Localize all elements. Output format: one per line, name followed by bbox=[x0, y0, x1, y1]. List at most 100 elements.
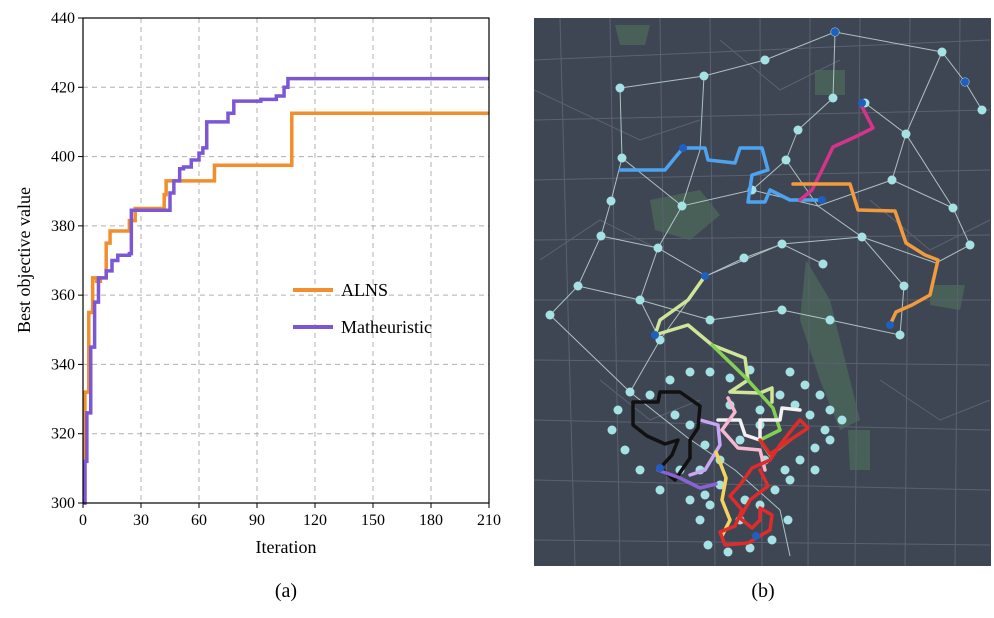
map-node bbox=[857, 232, 867, 242]
map-hub bbox=[818, 196, 826, 204]
map-node bbox=[767, 535, 777, 545]
x-tick-label: 120 bbox=[303, 512, 327, 529]
map-node bbox=[895, 330, 905, 340]
map-node bbox=[699, 71, 709, 81]
map-hub bbox=[858, 99, 866, 107]
map-node bbox=[685, 420, 695, 430]
map-node bbox=[825, 435, 835, 445]
route-lavender bbox=[688, 418, 722, 477]
map-node bbox=[781, 155, 791, 165]
y-tick-label: 320 bbox=[51, 426, 75, 443]
map-node bbox=[820, 425, 830, 435]
map-node bbox=[613, 405, 623, 415]
map-node bbox=[828, 93, 838, 103]
map-node bbox=[815, 390, 825, 400]
map-node bbox=[705, 367, 715, 377]
map-node bbox=[770, 485, 780, 495]
map-node bbox=[620, 445, 630, 455]
map-hub bbox=[831, 28, 839, 36]
map-node bbox=[810, 465, 820, 475]
y-tick-label: 360 bbox=[51, 287, 75, 304]
map-node bbox=[777, 239, 787, 249]
map-node bbox=[596, 231, 606, 241]
map-node bbox=[665, 375, 675, 385]
map-hub bbox=[656, 464, 664, 472]
map-node bbox=[965, 240, 975, 250]
map-node bbox=[755, 405, 765, 415]
route-yellow bbox=[714, 450, 732, 538]
x-tick-label: 60 bbox=[191, 512, 207, 529]
map-hub bbox=[961, 78, 969, 86]
map-hub bbox=[886, 321, 894, 329]
series-line-matheuristic bbox=[83, 76, 489, 505]
map-node bbox=[545, 310, 555, 320]
series-line-alns bbox=[83, 111, 489, 505]
y-tick-label: 400 bbox=[51, 149, 75, 166]
map-node bbox=[607, 425, 617, 435]
route-magenta bbox=[798, 101, 875, 202]
map-node bbox=[837, 415, 847, 425]
map-routes bbox=[618, 101, 940, 547]
map-node bbox=[760, 55, 770, 65]
map-node bbox=[777, 305, 787, 315]
x-tick-label: 180 bbox=[419, 512, 443, 529]
route-map: (b) bbox=[534, 18, 991, 602]
map-node bbox=[745, 543, 755, 553]
y-tick-label: 300 bbox=[51, 495, 75, 512]
map-node bbox=[723, 547, 733, 557]
chart-series bbox=[83, 76, 489, 505]
map-node bbox=[695, 515, 705, 525]
map-node bbox=[700, 440, 710, 450]
map-nodes bbox=[545, 27, 987, 557]
map-node bbox=[790, 400, 800, 410]
map-node bbox=[783, 515, 793, 525]
map-node bbox=[887, 175, 897, 185]
map-node bbox=[785, 475, 795, 485]
map-node bbox=[705, 315, 715, 325]
map-node bbox=[703, 540, 713, 550]
map-node bbox=[755, 500, 765, 510]
y-tick-label: 440 bbox=[51, 10, 75, 27]
map-node bbox=[780, 465, 790, 475]
map-node bbox=[685, 367, 695, 377]
x-tick-label: 210 bbox=[477, 512, 501, 529]
map-node bbox=[818, 259, 828, 269]
map-node bbox=[670, 410, 680, 420]
map-node bbox=[677, 201, 687, 211]
map-node bbox=[573, 281, 583, 291]
map-hub bbox=[752, 532, 760, 540]
y-axis-ticks: 300 320 340 360 380 400 420 440 bbox=[51, 10, 83, 512]
route-light-blue bbox=[618, 146, 824, 204]
map-node bbox=[977, 105, 987, 115]
route-purple bbox=[656, 468, 718, 490]
caption-a: (a) bbox=[275, 580, 297, 602]
map-hubs bbox=[651, 28, 969, 540]
map-node bbox=[625, 387, 635, 397]
map-node bbox=[705, 500, 715, 510]
x-axis-label: Iteration bbox=[256, 537, 317, 557]
map-node bbox=[899, 281, 909, 291]
y-tick-label: 380 bbox=[51, 218, 75, 235]
map-node bbox=[655, 485, 665, 495]
x-axis-ticks: 0 30 60 90 120 150 180 210 bbox=[79, 503, 501, 529]
map-node bbox=[805, 410, 815, 420]
map-node bbox=[800, 380, 810, 390]
map-node bbox=[785, 367, 795, 377]
map-node bbox=[810, 443, 820, 453]
map-node bbox=[937, 47, 947, 57]
map-node bbox=[606, 196, 616, 206]
map-node bbox=[793, 125, 803, 135]
route-yellow-green bbox=[653, 274, 774, 404]
map-parks bbox=[615, 25, 965, 470]
y-tick-label: 420 bbox=[51, 79, 75, 96]
map-node bbox=[635, 295, 645, 305]
map-node bbox=[615, 83, 625, 93]
x-tick-label: 90 bbox=[249, 512, 265, 529]
legend-label-matheuristic: Matheuristic bbox=[341, 317, 432, 337]
x-tick-label: 30 bbox=[133, 512, 149, 529]
map-node bbox=[795, 455, 805, 465]
y-axis-label: Best objective value bbox=[14, 187, 34, 333]
map-node bbox=[725, 373, 735, 383]
map-node bbox=[645, 390, 655, 400]
map-node bbox=[617, 153, 627, 163]
